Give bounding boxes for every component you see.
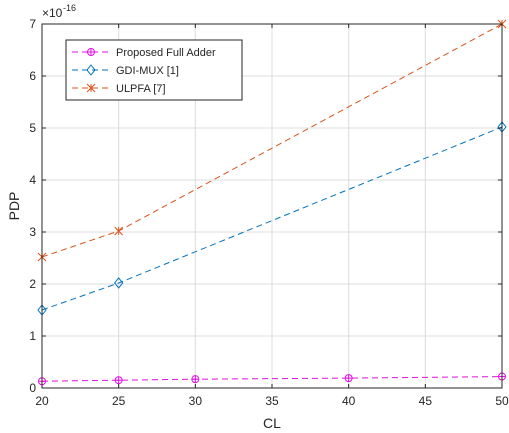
data-point [191,375,200,384]
y-tick-label: 0 [29,381,36,395]
y-tick-label: 6 [29,69,36,83]
legend-item: Proposed Full Adder [72,47,216,59]
x-tick-label: 50 [495,394,509,408]
y-tick-label: 4 [29,173,36,187]
legend-marker [87,48,95,56]
data-point [344,374,353,383]
y-tick-label: 5 [29,121,36,135]
y-axis-label: PDP [6,192,22,221]
legend-item: ULPFA [7] [72,83,166,95]
y-tick-label: 1 [29,329,36,343]
x-tick-label: 45 [419,394,433,408]
x-tick-label: 40 [342,394,356,408]
legend-marker [86,64,96,76]
y-tick-label: 2 [29,277,36,291]
y-exponent-power: -16 [63,3,76,13]
series-line [41,126,503,311]
x-tick-label: 35 [265,394,279,408]
x-tick-label: 25 [112,394,126,408]
legend-label: Proposed Full Adder [116,47,216,59]
data-point [114,226,124,236]
legend-label: ULPFA [7] [116,83,166,95]
legend: Proposed Full Adder GDI-MUX [1] ULPFA [7] [65,39,243,101]
legend-label: GDI-MUX [1] [116,65,179,77]
y-tick-label: 7 [29,17,36,31]
data-point [114,277,124,289]
x-tick-label: 20 [35,394,49,408]
data-point [114,376,123,385]
x-axis-label: CL [263,415,281,431]
y-exponent-base: ×10 [42,6,63,20]
y-tick-label: 3 [29,225,36,239]
x-tick-label: 30 [189,394,203,408]
legend-item: GDI-MUX [1] [72,64,179,77]
legend-marker [86,83,96,93]
